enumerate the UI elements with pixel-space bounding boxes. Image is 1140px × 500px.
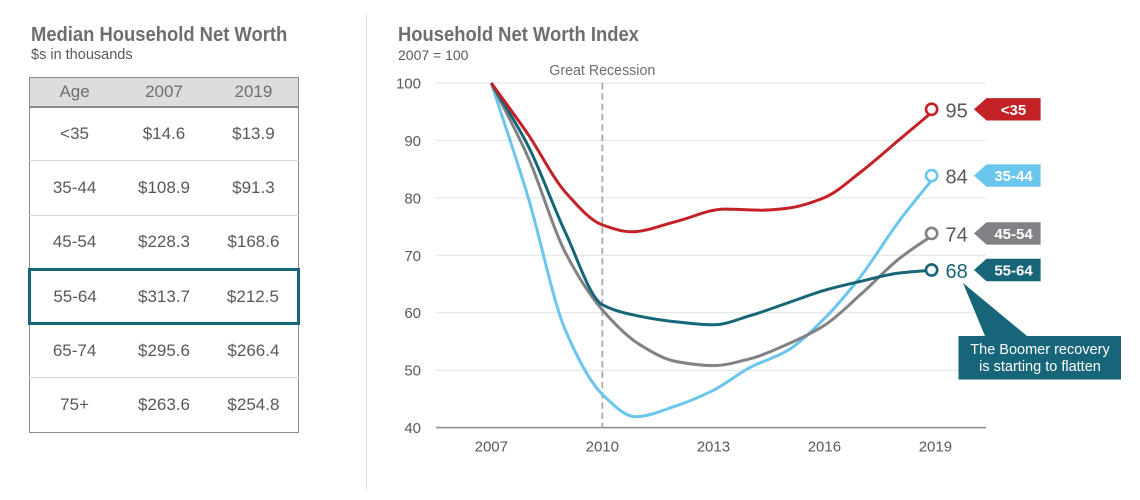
svg-text:is starting to flatten: is starting to flatten (979, 359, 1101, 375)
svg-text:2013: 2013 (697, 439, 730, 456)
svg-text:Great Recession: Great Recession (549, 62, 655, 79)
svg-text:40: 40 (404, 420, 421, 437)
svg-text:80: 80 (404, 190, 421, 207)
svg-text:60: 60 (404, 305, 421, 322)
svg-text:2007: 2007 (475, 439, 508, 456)
svg-text:2019: 2019 (919, 439, 952, 456)
svg-text:95: 95 (946, 100, 968, 122)
svg-text:The Boomer recovery: The Boomer recovery (970, 342, 1110, 358)
svg-text:45-54: 45-54 (994, 226, 1033, 243)
svg-text:74: 74 (946, 224, 968, 246)
svg-text:84: 84 (946, 167, 968, 189)
svg-text:35-44: 35-44 (994, 168, 1033, 185)
svg-text:55-64: 55-64 (994, 263, 1033, 280)
svg-text:90: 90 (404, 133, 421, 150)
svg-text:70: 70 (404, 248, 421, 265)
svg-text:<35: <35 (1001, 102, 1026, 119)
svg-text:100: 100 (396, 76, 421, 93)
svg-text:2010: 2010 (586, 439, 619, 456)
svg-text:2016: 2016 (808, 439, 841, 456)
svg-text:68: 68 (946, 261, 968, 283)
svg-text:50: 50 (404, 363, 421, 380)
